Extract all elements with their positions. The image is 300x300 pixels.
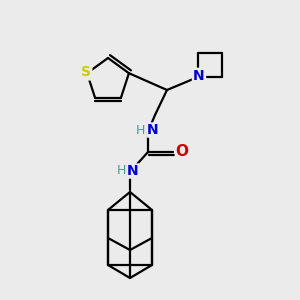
Text: H: H bbox=[135, 124, 145, 136]
Text: S: S bbox=[81, 65, 91, 79]
Text: N: N bbox=[193, 69, 205, 83]
Text: O: O bbox=[176, 145, 188, 160]
Text: H: H bbox=[116, 164, 126, 178]
Text: N: N bbox=[127, 164, 139, 178]
Text: N: N bbox=[147, 123, 159, 137]
